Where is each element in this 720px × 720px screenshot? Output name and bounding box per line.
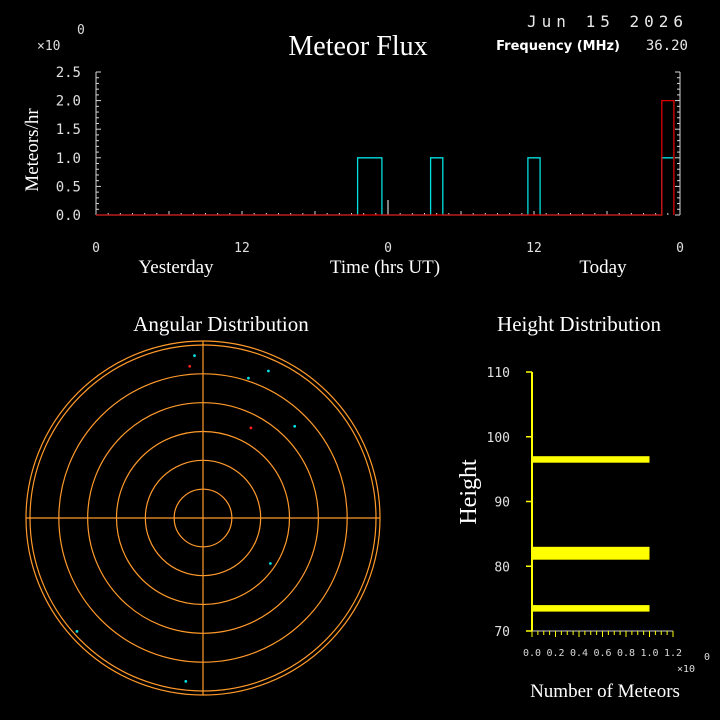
flux-y-tick-label: 0.5 <box>56 179 81 195</box>
polar-point <box>188 364 192 368</box>
height-x-axis-label: Number of Meteors <box>530 681 680 702</box>
polar-point <box>75 630 79 633</box>
flux-series-line-2 <box>96 99 675 216</box>
flux-y-tick-label: 0.0 <box>56 208 81 224</box>
height-distribution-chart: 70 80 90 100 110 0.0 0.2 0.4 0.6 0.8 1.0 1.2 <box>487 366 683 659</box>
height-x-multiplier: ×10 <box>677 664 695 675</box>
flux-x-axis-label: Time (hrs UT) <box>330 257 440 278</box>
polar-point <box>249 426 253 430</box>
height-x-tick-label: 1.0 <box>640 648 658 659</box>
height-bar <box>532 605 650 612</box>
flux-day-label-yesterday: Yesterday <box>138 257 214 278</box>
height-x-exponent: 0 <box>704 652 710 663</box>
height-x-tick-label: 0.4 <box>570 648 588 659</box>
polar-point <box>269 562 272 565</box>
frequency-label: Frequency (MHz) <box>496 39 620 54</box>
flux-x-tick-label: 0 <box>384 241 392 256</box>
flux-x-tick-label: 12 <box>526 241 542 256</box>
height-y-tick-label: 90 <box>494 496 510 511</box>
height-bar <box>532 456 650 463</box>
flux-y-multiplier: ×10 <box>37 39 60 54</box>
flux-chart-title: Meteor Flux <box>288 31 427 62</box>
flux-x-tick-label: 0 <box>92 241 100 256</box>
polar-point <box>293 424 297 428</box>
polar-point <box>247 376 250 380</box>
height-y-axis-label: Height <box>456 459 482 525</box>
flux-x-tick-label: 12 <box>234 241 250 256</box>
flux-y-axis-label: Meteors/hr <box>22 108 43 192</box>
height-y-tick-label: 80 <box>494 560 510 575</box>
flux-y-tick-label: 2.5 <box>56 65 81 81</box>
height-y-tick-label: 100 <box>487 431 510 446</box>
flux-y-tick-label: 2.0 <box>56 94 81 110</box>
height-chart-title: Height Distribution <box>497 312 661 336</box>
height-x-tick-label: 1.2 <box>664 648 682 659</box>
height-bar <box>532 546 650 560</box>
height-y-tick-label: 110 <box>487 366 510 381</box>
flux-y-exponent: 0 <box>77 23 85 38</box>
date-label: Jun 15 2026 <box>527 12 688 31</box>
flux-chart: 0.0 0.5 1.0 1.5 2.0 2.5 0 12 0 12 0 <box>56 65 684 256</box>
height-x-tick-label: 0.6 <box>593 648 611 659</box>
height-x-tick-label: 0.0 <box>523 648 541 659</box>
angular-distribution-chart <box>25 340 381 696</box>
flux-x-tick-label: 0 <box>676 241 684 256</box>
height-x-tick-label: 0.2 <box>546 648 564 659</box>
flux-series-line-1 <box>96 157 674 216</box>
flux-y-tick-label: 1.5 <box>56 122 81 138</box>
flux-y-tick-label: 1.0 <box>56 151 81 167</box>
height-y-tick-label: 70 <box>494 625 510 640</box>
height-x-tick-label: 0.8 <box>617 648 635 659</box>
flux-day-label-today: Today <box>579 257 627 278</box>
frequency-value: 36.20 <box>646 38 688 54</box>
polar-point <box>184 680 188 683</box>
angular-chart-title: Angular Distribution <box>133 312 309 336</box>
polar-point <box>267 369 270 373</box>
polar-point <box>193 354 196 357</box>
